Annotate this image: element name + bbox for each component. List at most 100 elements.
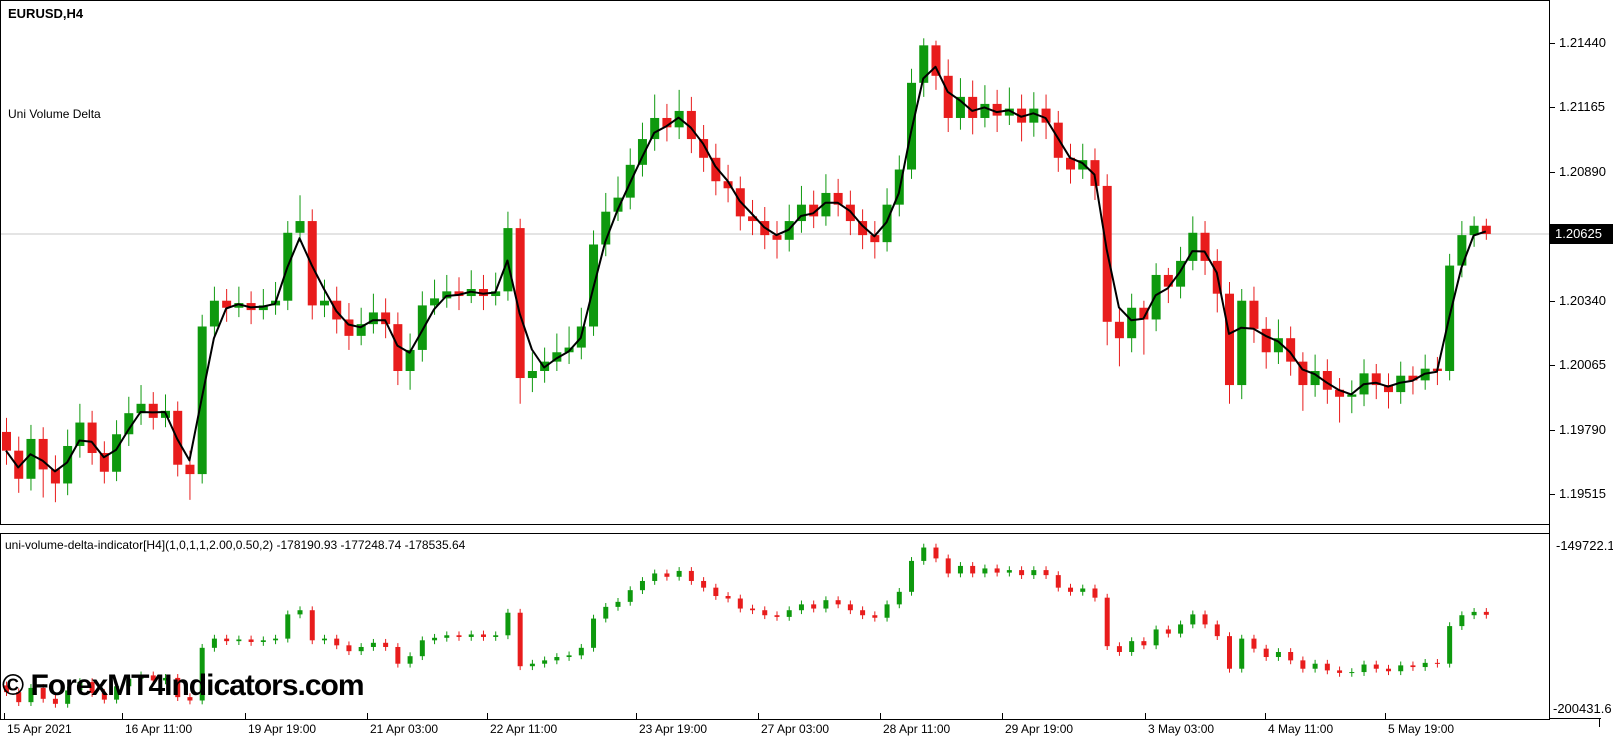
candle [968, 80, 978, 135]
indicator-candle-body [664, 573, 670, 577]
candle [1322, 359, 1332, 404]
candle-body [1127, 307, 1137, 339]
candle [943, 59, 953, 133]
indicator-candle [321, 634, 327, 645]
candle-body [711, 157, 721, 182]
price-axis-border [1549, 0, 1550, 720]
indicator-candle-body [884, 604, 890, 618]
price-axis-label: 1.21165 [1559, 99, 1606, 114]
indicator-candle-body [1288, 652, 1294, 661]
indicator-candle [1300, 656, 1306, 673]
candle-body [148, 403, 158, 418]
indicator-candle-body [1471, 611, 1477, 616]
candle [99, 441, 109, 484]
indicator-candle [1153, 625, 1159, 650]
indicator-candle-body [627, 590, 633, 602]
candle-body [748, 216, 758, 222]
candle [809, 190, 819, 229]
candle-body [1163, 274, 1173, 287]
indicator-candle-body [1312, 663, 1318, 669]
indicator-candle-body [321, 638, 327, 641]
indicator-candle-body [529, 663, 535, 667]
indicator-candle [591, 614, 597, 652]
time-axis-label: 19 Apr 19:00 [248, 722, 317, 736]
candle-body [796, 204, 806, 222]
indicator-candle-body [1190, 614, 1196, 625]
candle-body [63, 445, 73, 484]
candle-body [1261, 328, 1271, 353]
candle [295, 195, 305, 243]
candle-body [344, 319, 354, 336]
candle [1163, 267, 1173, 304]
candle-body [992, 103, 1002, 116]
indicator-candle [358, 643, 364, 656]
indicator-candle [1239, 634, 1245, 673]
indicator-subwindow-panel[interactable] [0, 533, 1550, 720]
candle-body [882, 204, 892, 243]
indicator-candle [309, 606, 315, 645]
indicator-candle-body [456, 635, 462, 637]
candle-body [430, 298, 440, 306]
indicator-candle-body [860, 610, 866, 616]
indicator-candle-body [1165, 629, 1171, 634]
price-axis-tick [1550, 430, 1555, 431]
indicator-candle [150, 671, 156, 685]
indicator-candle [652, 569, 658, 585]
candle-body [368, 312, 378, 325]
candle-body [650, 117, 660, 140]
candle-body [393, 324, 403, 372]
candle [75, 403, 85, 458]
indicator-candle [89, 678, 95, 697]
indicator-candle-body [578, 647, 584, 656]
indicator-candle-body [4, 685, 9, 693]
candle [1212, 249, 1222, 313]
indicator-candle-body [1251, 638, 1257, 649]
price-axis-tick [1550, 172, 1555, 173]
candle-body [1176, 260, 1186, 287]
candle [124, 396, 134, 446]
indicator-candle [517, 608, 523, 671]
indicator-candle [1263, 644, 1269, 661]
indicator-candle [578, 643, 584, 660]
indicator-candle-body [603, 606, 609, 619]
indicator-candle-body [65, 690, 71, 704]
candle [466, 270, 476, 304]
candle-body [613, 197, 623, 212]
indicator-candle-body [1275, 652, 1281, 658]
indicator-candle-body [1043, 570, 1049, 576]
indicator-candle [407, 652, 413, 668]
candle-body [75, 422, 85, 446]
candle [748, 199, 758, 236]
indicator-candle-body [957, 565, 963, 574]
indicator-candle-body [358, 646, 364, 652]
candle [686, 96, 696, 154]
candle [1469, 216, 1479, 247]
indicator-candle [884, 600, 890, 622]
indicator-candle [16, 688, 22, 707]
indicator-candle-body [1459, 615, 1465, 627]
indicator-candle-body [798, 604, 804, 611]
indicator-candle-body [517, 612, 523, 667]
indicator-candle-body [847, 604, 853, 611]
time-axis-tick [758, 713, 759, 719]
indicator-candle-body [150, 675, 156, 681]
indicator-candle-body [1239, 638, 1245, 669]
indicator-candle [615, 598, 621, 611]
candle-body [442, 291, 452, 299]
candle-body [968, 96, 978, 118]
indicator-candle [1434, 659, 1440, 668]
indicator-candle-body [1300, 660, 1306, 669]
indicator-candle [1447, 622, 1453, 668]
time-axis-tick [245, 713, 246, 719]
indicator-candle-body [615, 601, 621, 607]
main-chart-panel[interactable] [0, 0, 1550, 525]
indicator-candle-body [1263, 648, 1269, 658]
indicator-candle-body [909, 560, 915, 592]
candle-body [1249, 300, 1259, 329]
candle [271, 281, 281, 315]
indicator-candle [701, 577, 707, 592]
candle-body [124, 413, 134, 435]
price-axis-label: 1.20065 [1559, 357, 1606, 372]
indicator-candle [1361, 660, 1367, 676]
